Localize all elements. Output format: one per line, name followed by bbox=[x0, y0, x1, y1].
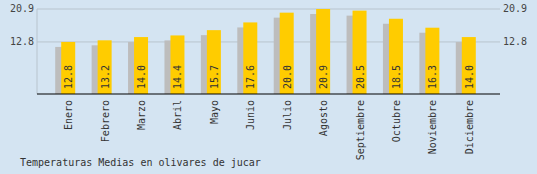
tick-label: 12.8 bbox=[10, 36, 34, 47]
bar bbox=[425, 28, 439, 94]
data-label: 17.6 bbox=[245, 65, 256, 89]
data-label: 14.0 bbox=[464, 65, 475, 89]
category-label: Agosto bbox=[318, 100, 329, 136]
category-label: Marzo bbox=[136, 100, 147, 130]
y-axis bbox=[37, 9, 38, 94]
bar bbox=[243, 22, 257, 94]
data-label: 18.5 bbox=[391, 65, 402, 89]
data-label: 13.2 bbox=[100, 65, 111, 89]
category-label: Enero bbox=[63, 100, 74, 130]
category-label: Abril bbox=[172, 100, 183, 130]
bar bbox=[389, 19, 403, 94]
background bbox=[0, 0, 537, 174]
tick-label: 20.9 bbox=[503, 3, 527, 14]
data-label: 16.3 bbox=[427, 65, 438, 89]
bar bbox=[134, 37, 148, 94]
category-label: Mayo bbox=[209, 100, 220, 124]
bar bbox=[280, 13, 294, 94]
bar bbox=[462, 37, 476, 94]
data-label: 15.7 bbox=[209, 65, 220, 89]
chart: 12.8 12.8 20.9 20.9 12.8 Enero 13.2 Febrero 14.0… bbox=[0, 0, 537, 174]
category-label: Septiembre bbox=[355, 100, 366, 160]
tick-label: 12.8 bbox=[503, 36, 527, 47]
bar bbox=[170, 35, 184, 94]
category-label: Octubre bbox=[391, 100, 402, 142]
category-label: Febrero bbox=[100, 100, 111, 142]
bar bbox=[98, 40, 112, 94]
category-label: Julio bbox=[282, 100, 293, 130]
category-label: Noviembre bbox=[427, 100, 438, 154]
title: Temperaturas Medias en olivares de jucar bbox=[20, 157, 261, 168]
bar bbox=[61, 42, 75, 94]
data-label: 14.0 bbox=[136, 65, 147, 89]
bars bbox=[55, 9, 476, 94]
category-label: Junio bbox=[245, 100, 256, 130]
data-label: 12.8 bbox=[63, 65, 74, 89]
data-label: 20.9 bbox=[318, 65, 329, 89]
tick-label: 20.9 bbox=[10, 3, 34, 14]
bar bbox=[353, 11, 367, 94]
data-label: 20.0 bbox=[282, 65, 293, 89]
data-label: 14.4 bbox=[172, 65, 183, 89]
bar bbox=[316, 9, 330, 94]
bar bbox=[207, 30, 221, 94]
baseline bbox=[37, 94, 500, 95]
data-label: 20.5 bbox=[355, 65, 366, 89]
grid-line bbox=[37, 9, 500, 10]
category-label: Diciembre bbox=[464, 100, 475, 154]
